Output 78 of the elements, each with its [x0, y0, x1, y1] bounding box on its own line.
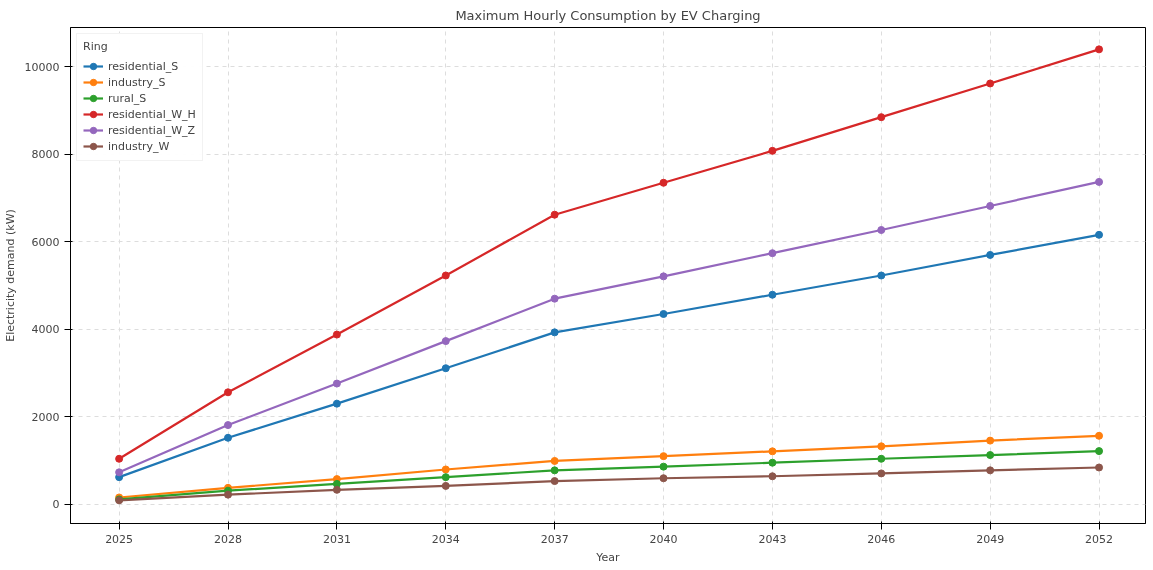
point — [441, 271, 450, 280]
legend-label: residential_W_H — [108, 106, 196, 122]
x-tick-label: 2037 — [540, 532, 569, 546]
point — [550, 328, 559, 337]
y-tick-label: 2000 — [31, 410, 60, 424]
point — [877, 469, 886, 478]
point — [441, 337, 450, 346]
point — [550, 466, 559, 475]
point — [986, 201, 995, 210]
point — [986, 451, 995, 460]
x-tick-label: 2025 — [105, 532, 134, 546]
legend-label: residential_S — [108, 58, 179, 74]
point — [550, 210, 559, 219]
x-axis-title: Year — [595, 550, 621, 564]
point — [332, 485, 341, 494]
y-tick-label: 8000 — [31, 148, 60, 162]
legend-label: residential_W_Z — [108, 122, 196, 138]
point — [332, 379, 341, 388]
x-tick-label: 2043 — [758, 532, 787, 546]
legend-label: industry_W — [108, 138, 170, 154]
point — [441, 481, 450, 490]
point — [224, 490, 233, 499]
point — [659, 272, 668, 281]
y-tick-label: 4000 — [31, 323, 60, 337]
point — [768, 458, 777, 467]
point — [115, 468, 124, 477]
point — [1095, 463, 1104, 472]
point — [877, 271, 886, 280]
y-axis-title: Electricity demand (kW) — [3, 209, 17, 342]
point — [224, 388, 233, 397]
point — [659, 462, 668, 471]
point — [441, 473, 450, 482]
point — [986, 250, 995, 259]
point — [659, 452, 668, 461]
x-tick-label: 2028 — [214, 532, 243, 546]
point — [550, 477, 559, 486]
point — [768, 146, 777, 155]
point — [768, 472, 777, 481]
point — [877, 454, 886, 463]
point — [441, 364, 450, 373]
point — [877, 113, 886, 122]
legend-title: Ring — [83, 40, 109, 53]
x-tick-label: 2031 — [322, 532, 351, 546]
point — [1095, 447, 1104, 456]
x-tick-label: 2040 — [649, 532, 678, 546]
x-tick-label: 2046 — [867, 532, 896, 546]
point — [332, 330, 341, 339]
legend-label: rural_S — [108, 90, 147, 106]
point — [550, 294, 559, 303]
point — [1095, 45, 1104, 54]
point — [224, 421, 233, 430]
point — [441, 465, 450, 474]
y-tick-label: 6000 — [31, 235, 60, 249]
x-tick-label: 2052 — [1085, 532, 1114, 546]
point — [115, 454, 124, 463]
legend-label: industry_S — [108, 74, 166, 90]
point — [877, 442, 886, 451]
point — [768, 249, 777, 258]
point — [659, 474, 668, 483]
point — [768, 447, 777, 456]
point — [1095, 431, 1104, 440]
x-tick-label: 2034 — [431, 532, 460, 546]
point — [332, 399, 341, 408]
point — [659, 178, 668, 187]
point — [224, 433, 233, 442]
point — [877, 226, 886, 234]
point — [1095, 177, 1104, 186]
point — [1095, 230, 1104, 239]
point — [986, 79, 995, 88]
x-tick-label: 2049 — [976, 532, 1005, 546]
point — [986, 466, 995, 475]
point — [768, 290, 777, 299]
y-tick-label: 10000 — [24, 60, 60, 74]
point — [986, 436, 995, 445]
point — [550, 456, 559, 465]
point — [659, 310, 668, 318]
y-tick-label: 0 — [52, 498, 60, 512]
chart-title: Maximum Hourly Consumption by EV Charging — [455, 7, 761, 23]
